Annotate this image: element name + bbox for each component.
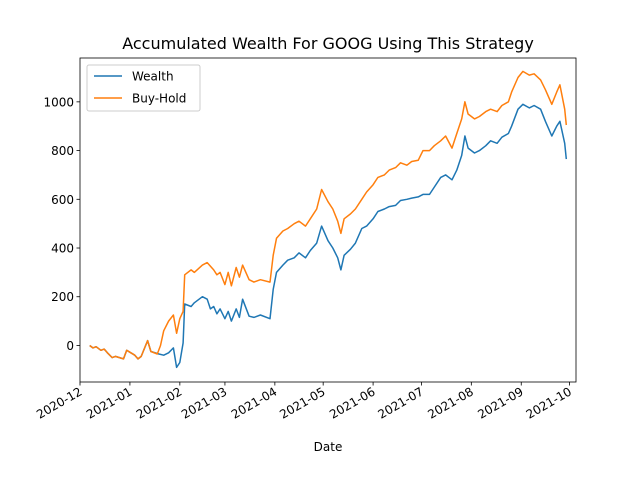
y-tick-label: 0: [66, 339, 74, 353]
y-tick-label: 200: [51, 290, 74, 304]
legend: Wealth Buy-Hold: [86, 64, 201, 112]
legend-label-buy-hold: Buy-Hold: [132, 92, 186, 106]
chart-title: Accumulated Wealth For GOOG Using This S…: [122, 34, 534, 53]
series-line-wealth: [89, 103, 568, 369]
y-tick-label: 400: [51, 242, 74, 256]
x-axis-label: Date: [314, 440, 343, 454]
legend-label-wealth: Wealth: [132, 70, 174, 84]
y-tick-label: 800: [51, 144, 74, 158]
series-line-buy-hold: [89, 70, 568, 360]
y-tick-label: 600: [51, 193, 74, 207]
axes-frame: [79, 57, 577, 383]
y-tick-label: 1000: [43, 95, 74, 109]
